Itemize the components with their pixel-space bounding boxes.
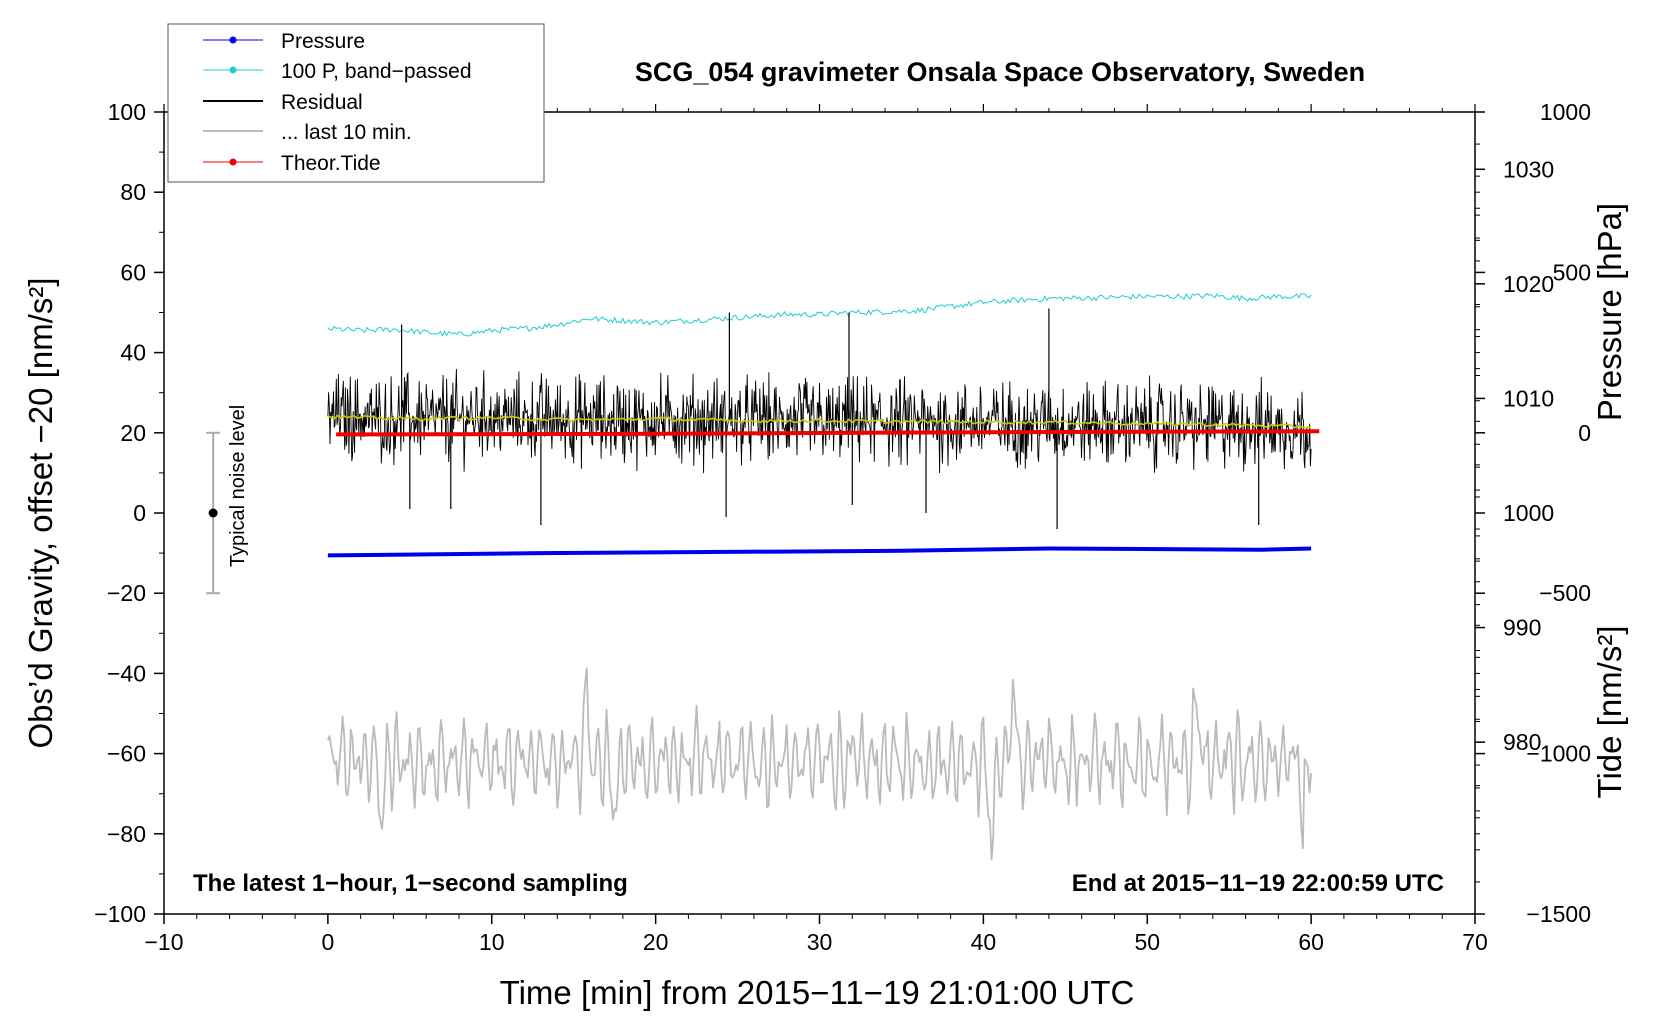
legend-label-residual: Residual <box>281 91 363 114</box>
y-tick-label: −20 <box>107 580 146 606</box>
series-pressure <box>327 546 1312 558</box>
tide-tick-label: −1000 <box>1526 741 1591 767</box>
y-tick-label: 20 <box>120 420 146 446</box>
y-axis-title-tide: Tide [nm/s²] <box>1591 626 1628 799</box>
pressure-tick-label: 980 <box>1503 729 1541 755</box>
x-tick-label: −10 <box>144 929 183 955</box>
legend-item-bandpassed: 100 P, band−passed <box>203 60 472 83</box>
y-tick-label: 60 <box>120 259 146 285</box>
x-axis-title: Time [min] from 2015−11−19 21:01:00 UTC <box>500 974 1135 1011</box>
tide-tick-label: 0 <box>1578 420 1591 446</box>
x-tick-label: 40 <box>971 929 997 955</box>
pressure-tick-label: 1000 <box>1503 500 1554 526</box>
x-tick-label: 20 <box>643 929 669 955</box>
x-tick-label: 0 <box>321 929 334 955</box>
tide-tick-label: −500 <box>1539 580 1591 606</box>
y-tick-label: −60 <box>107 741 146 767</box>
y-tick-label: 80 <box>120 179 146 205</box>
series-smoothed-residual <box>327 414 1312 429</box>
tide-tick-label: 1000 <box>1540 99 1591 125</box>
tide-tick-label: 500 <box>1553 259 1591 285</box>
legend-item-last10: ... last 10 min. <box>203 121 412 144</box>
legend-item-pressure: Pressure <box>203 30 365 53</box>
y-axis-title-pressure: Pressure [hPa] <box>1591 203 1628 421</box>
y-axis-title-gravity: Obs’d Gravity, offset −20 [nm/s²] <box>22 277 59 748</box>
plot-series <box>327 292 1320 861</box>
legend-item-tide: Theor.Tide <box>203 152 381 175</box>
end-time-note: End at 2015−11−19 22:00:59 UTC <box>1072 870 1444 897</box>
noise-level-label: Typical noise level <box>227 405 249 567</box>
series-last-10-min <box>327 667 1312 861</box>
x-tick-label: 60 <box>1298 929 1324 955</box>
noise-level-indicator: Typical noise level <box>206 405 249 595</box>
legend-label-pressure: Pressure <box>281 30 365 53</box>
legend-marker-tide <box>229 158 237 166</box>
pressure-tick-label: 990 <box>1503 615 1541 641</box>
chart-title: SCG_054 gravimeter Onsala Space Observat… <box>635 57 1365 87</box>
series-band-passed-pressure <box>327 292 1312 337</box>
legend-label-tide: Theor.Tide <box>281 152 381 175</box>
legend-marker-bandpassed <box>229 66 237 74</box>
legend-item-residual: Residual <box>203 91 363 114</box>
y-tick-label: 0 <box>133 500 146 526</box>
x-tick-label: 30 <box>807 929 833 955</box>
pressure-tick-label: 1020 <box>1503 271 1554 297</box>
sampling-note: The latest 1−hour, 1−second sampling <box>193 870 628 897</box>
pressure-tick-label: 1010 <box>1503 385 1554 411</box>
pressure-tick-label: 1030 <box>1503 156 1554 182</box>
noise-bar-center <box>208 508 218 518</box>
y-tick-label: −40 <box>107 660 146 686</box>
legend: Pressure 100 P, band−passed Residual ...… <box>167 23 545 183</box>
y-tick-label: 100 <box>108 99 146 125</box>
y-tick-label: −100 <box>94 901 146 927</box>
legend-label-bandpassed: 100 P, band−passed <box>281 60 472 83</box>
series-theoretical-tide <box>336 429 1320 437</box>
legend-box <box>167 23 545 183</box>
plot-axes: −10 0 10 20 30 40 50 60 70−100−80−60−40−20020406… <box>94 99 1591 955</box>
legend-marker-pressure <box>229 36 237 44</box>
x-tick-label: 50 <box>1134 929 1160 955</box>
x-tick-label: 10 <box>479 929 505 955</box>
y-tick-label: −80 <box>107 821 146 847</box>
legend-label-last10: ... last 10 min. <box>281 121 412 144</box>
y-tick-label: 40 <box>120 340 146 366</box>
tide-tick-label: −1500 <box>1526 901 1591 927</box>
x-tick-label: 70 <box>1462 929 1488 955</box>
